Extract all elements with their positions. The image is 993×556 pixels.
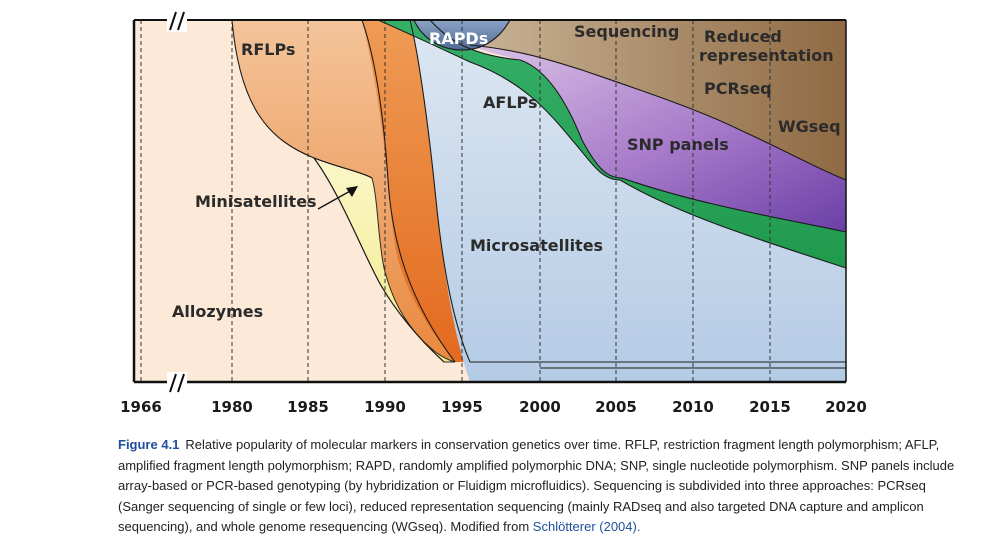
axis-break-marks (167, 10, 187, 394)
figure-number: Figure 4.1 (118, 437, 180, 452)
region-boundaries (231, 19, 847, 369)
label-reduced: Reduced (704, 27, 782, 46)
region-rflps (232, 20, 455, 362)
label-microsatellites: Microsatellites (470, 236, 603, 255)
label-representation: representation (699, 46, 834, 65)
tick-label: 1980 (211, 398, 253, 416)
citation-link[interactable]: Schlötterer (2004). (532, 519, 641, 534)
tick-label: 2010 (672, 398, 714, 416)
region-aflps (378, 20, 846, 268)
tick-label: 2015 (749, 398, 791, 416)
label-snp-panels: SNP panels (627, 135, 729, 154)
tick-label: 1990 (364, 398, 406, 416)
tick-label: 1966 (120, 398, 162, 416)
tick-label: 2000 (519, 398, 561, 416)
tick-label: 1985 (287, 398, 329, 416)
gridlines (140, 20, 771, 382)
figure-caption: Figure 4.1 Relative popularity of molecul… (118, 435, 958, 538)
region-microsatellites (410, 20, 846, 382)
minisatellites-arrow (317, 186, 358, 210)
label-allozymes: Allozymes (172, 302, 263, 321)
label-sequencing: Sequencing (574, 22, 679, 41)
region-snp-panels (470, 45, 846, 232)
label-rflps: RFLPs (241, 40, 295, 59)
label-wgseq: WGseq (778, 117, 841, 136)
region-sequencing (470, 20, 846, 180)
tick-label: 1995 (441, 398, 483, 416)
tick-label: 2005 (595, 398, 637, 416)
region-rflps-tail (362, 20, 470, 362)
tick-label: 2020 (825, 398, 867, 416)
x-axis-ticks: 1966 1980 1985 1990 1995 2000 2005 2010 … (120, 398, 867, 416)
marker-popularity-chart: RFLPs RAPDs Sequencing Reduced represent… (120, 10, 867, 416)
label-aflps: AFLPs (483, 93, 537, 112)
label-rapds: RAPDs (429, 29, 488, 48)
label-minisatellites: Minisatellites (195, 192, 317, 211)
label-pcrseq: PCRseq (704, 79, 772, 98)
caption-text: Relative popularity of molecular markers… (118, 437, 955, 534)
plot-frame (132, 19, 847, 384)
